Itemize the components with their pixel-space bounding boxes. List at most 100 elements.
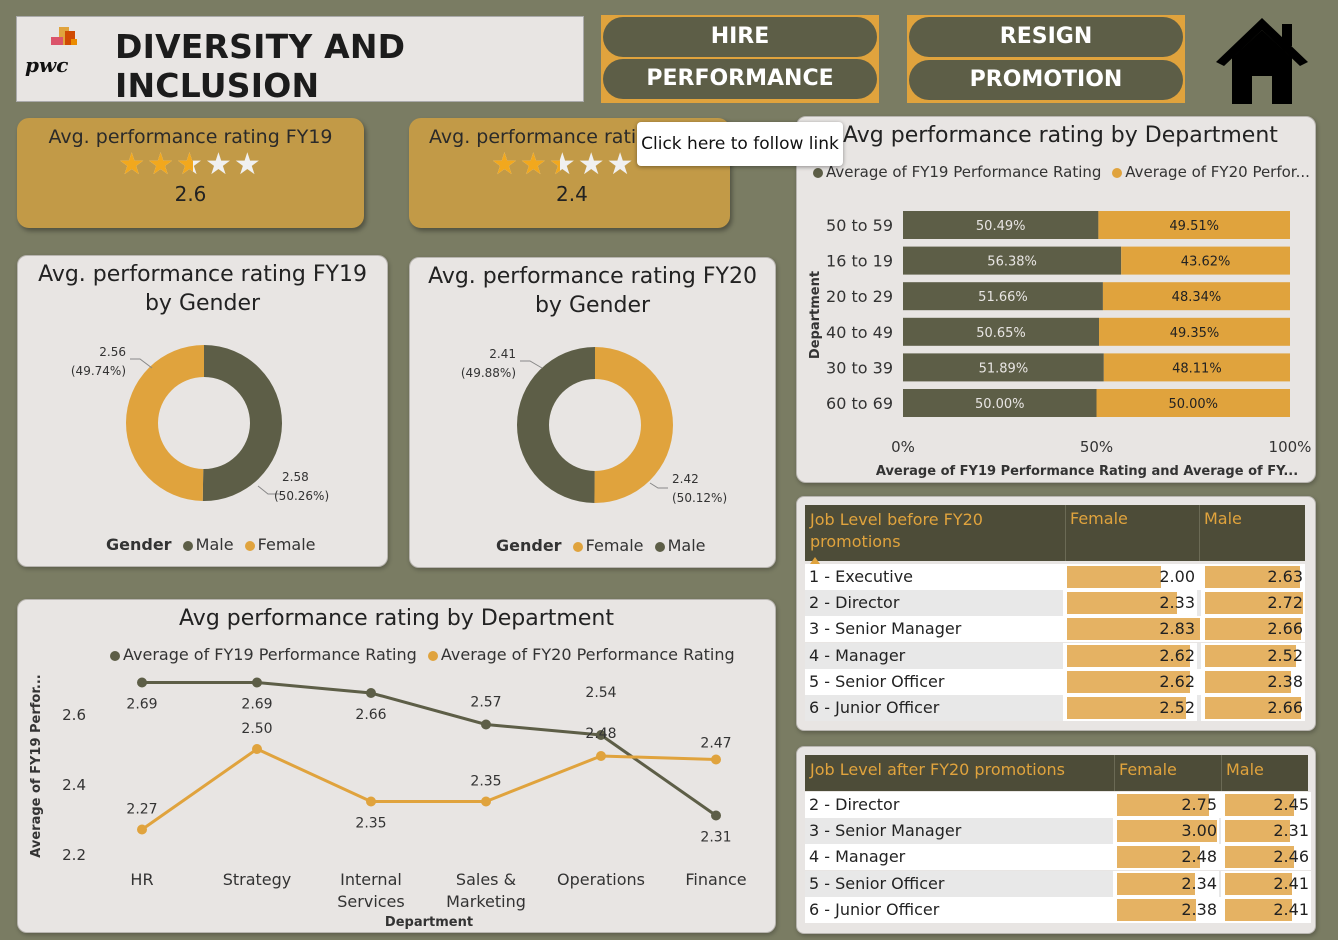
male-value-cell: 2.45	[1221, 792, 1311, 818]
female-value-cell: 2.34	[1113, 870, 1219, 897]
legend-female: Female	[257, 535, 316, 554]
col-header-female[interactable]: Female	[1070, 509, 1128, 528]
donut-fy20-subtitle: by Gender	[534, 293, 651, 318]
data-point[interactable]	[481, 796, 491, 807]
star-icon: ★★	[519, 147, 549, 182]
x-tick-label: Finance	[685, 870, 746, 889]
data-point[interactable]	[252, 744, 262, 754]
legend-fy19-dot	[813, 167, 823, 178]
donut-slice-male[interactable]	[516, 347, 595, 503]
point-data-label: 2.57	[470, 695, 501, 711]
data-point[interactable]	[366, 688, 376, 698]
job-level-cell: 4 - Manager	[809, 847, 906, 867]
legend-fy20: Average of FY20 Performance Rating	[440, 645, 735, 664]
bar-segment[interactable]	[1099, 317, 1290, 346]
table-row[interactable]: 6 - Junior Officer 2.52 2.66	[805, 695, 1305, 721]
legend-fy20-dot	[1112, 167, 1123, 178]
col-header-male[interactable]: Male	[1226, 760, 1264, 779]
matrix-before-col-level[interactable]: Job Level before FY20 promotions	[810, 509, 1060, 564]
data-bar	[1067, 566, 1162, 588]
table-row[interactable]: 1 - Executive 2.00 2.63	[805, 564, 1305, 590]
category-label: 16 to 19	[826, 252, 893, 271]
legend-fy19-dot	[110, 650, 120, 661]
cell-value: 2.48	[1181, 847, 1217, 867]
data-point[interactable]	[481, 719, 491, 730]
data-bar	[1205, 592, 1303, 615]
col-header-female[interactable]: Female	[1119, 760, 1177, 779]
data-point[interactable]	[366, 796, 376, 807]
cell-value: 2.66	[1267, 619, 1303, 639]
bar-segment[interactable]	[903, 389, 1097, 417]
table-row[interactable]: 2 - Director 2.33 2.72	[805, 590, 1305, 617]
point-data-label: 2.31	[700, 830, 731, 846]
bar-data-label: 51.89%	[979, 361, 1029, 376]
table-row[interactable]: 3 - Senior Manager 3.00 2.31	[805, 818, 1311, 845]
bar-data-label: 49.35%	[1170, 326, 1220, 341]
female-value-cell: 2.62	[1063, 642, 1197, 669]
slice-pct-label: (50.26%)	[274, 489, 329, 503]
data-bar	[1067, 670, 1191, 693]
x-tick-label: Sales &	[456, 870, 516, 889]
data-bar	[1117, 846, 1200, 869]
nav-promotion-button[interactable]: PROMOTION	[909, 60, 1183, 100]
col-header-level[interactable]: Job Level after FY20 promotions	[810, 760, 1065, 779]
star-icon: ★★	[233, 147, 263, 182]
data-point[interactable]	[252, 677, 262, 688]
donut-fy20-legend: Gender Female Male	[496, 536, 706, 555]
leader-line	[649, 482, 668, 489]
bar-data-label: 49.51%	[1169, 219, 1219, 234]
bar-segment[interactable]	[903, 282, 1103, 311]
line-chart-title: Avg performance rating by Department	[179, 606, 614, 631]
data-point[interactable]	[137, 677, 147, 688]
star-fill: ★	[519, 150, 549, 180]
bar-segment[interactable]	[903, 317, 1100, 346]
bar-segment[interactable]	[1098, 211, 1290, 239]
bar-segment[interactable]	[1096, 389, 1291, 417]
x-tick-label: 50%	[1080, 438, 1113, 456]
data-point[interactable]	[711, 754, 721, 765]
bar-data-label: 50.65%	[976, 326, 1026, 341]
star-icon: ★★	[491, 147, 520, 182]
data-bar	[1067, 644, 1191, 667]
bar-segment[interactable]	[903, 246, 1122, 275]
nav-performance-button[interactable]: PERFORMANCE	[603, 59, 877, 99]
nav-resign-button[interactable]: RESIGN	[909, 17, 1183, 57]
bar-segment[interactable]	[1121, 246, 1290, 275]
legend-fy19: Average of FY19 Performance Rating	[826, 163, 1102, 181]
legend-male-dot	[182, 540, 193, 551]
donut-slice-male[interactable]	[202, 345, 283, 501]
nav-hire-button[interactable]: HIRE	[603, 17, 877, 57]
slice-pct-label: (50.12%)	[672, 491, 727, 505]
table-row[interactable]: 4 - Manager 2.48 2.46	[805, 844, 1311, 871]
donut-slice-female[interactable]	[594, 347, 673, 503]
table-row[interactable]: 5 - Senior Officer 2.62 2.38	[805, 668, 1305, 695]
data-point[interactable]	[596, 730, 606, 740]
bar-segment[interactable]	[903, 211, 1099, 239]
category-label: 50 to 59	[826, 216, 893, 235]
table-row[interactable]: 3 - Senior Manager 2.83 2.66	[805, 616, 1305, 643]
point-data-label: 2.27	[126, 802, 157, 818]
cell-value: 2.52	[1267, 645, 1303, 665]
col-header-male[interactable]: Male	[1204, 509, 1242, 528]
leader-line	[257, 485, 280, 495]
data-point[interactable]	[137, 824, 147, 835]
data-point[interactable]	[596, 751, 606, 761]
bar-segment[interactable]	[903, 353, 1104, 382]
bar-segment[interactable]	[1102, 282, 1290, 311]
star-icon: ★★	[147, 147, 177, 182]
table-row[interactable]: 5 - Senior Officer 2.34 2.41	[805, 870, 1311, 897]
male-value-cell: 2.41	[1221, 870, 1311, 897]
female-value-cell: 2.83	[1063, 616, 1201, 643]
table-row[interactable]: 4 - Manager 2.62 2.52	[805, 642, 1305, 669]
donut-slice-female[interactable]	[126, 345, 204, 501]
data-bar	[1225, 898, 1293, 921]
home-icon[interactable]	[1214, 14, 1310, 106]
data-point[interactable]	[711, 810, 721, 821]
table-row[interactable]: 6 - Junior Officer 2.38 2.41	[805, 896, 1311, 923]
x-tick-label: HR	[130, 870, 153, 889]
bar-segment[interactable]	[1103, 353, 1290, 382]
table-row[interactable]: 2 - Director 2.75 2.45	[805, 792, 1311, 818]
female-value-cell: 3.00	[1113, 818, 1219, 845]
male-value-cell: 2.38	[1201, 668, 1305, 695]
stacked-bar-chart: 50 to 59 50.49% 49.51% 16 to 19 56.38% 43.62%…	[808, 211, 1311, 479]
